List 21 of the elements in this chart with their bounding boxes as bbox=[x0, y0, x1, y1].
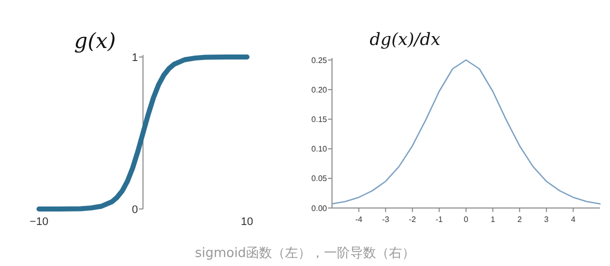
y-tick-label: 0.20 bbox=[311, 85, 328, 94]
chart-title: g(x) bbox=[74, 29, 116, 53]
x-tick-label: 0 bbox=[464, 215, 469, 224]
line-series bbox=[331, 59, 601, 205]
x-tick-label: 3 bbox=[544, 215, 550, 224]
x-tick-label: 1 bbox=[490, 215, 496, 224]
y-tick-label: 0.10 bbox=[311, 144, 328, 154]
y-tick-label: 0.05 bbox=[311, 174, 328, 184]
x-tick-label: -3 bbox=[382, 215, 390, 224]
x-tick-label: 2 bbox=[517, 215, 522, 224]
text: sigmoid函数（左），一阶导数（右） bbox=[194, 246, 416, 261]
x-tick-label: −10 bbox=[30, 216, 48, 228]
x-tick-label: -1 bbox=[436, 215, 444, 224]
x-tick-label: 4 bbox=[570, 215, 576, 224]
y-tick-label: 0.00 bbox=[311, 204, 328, 213]
chart-title: dg(x)/dx bbox=[370, 30, 441, 50]
y-tick-label: 0.25 bbox=[311, 56, 328, 65]
x-tick-label: -4 bbox=[355, 215, 363, 224]
x-tick-label: -2 bbox=[408, 215, 416, 224]
x-tick-label: 10 bbox=[240, 216, 254, 228]
y-tick-label: 0.15 bbox=[311, 115, 328, 124]
